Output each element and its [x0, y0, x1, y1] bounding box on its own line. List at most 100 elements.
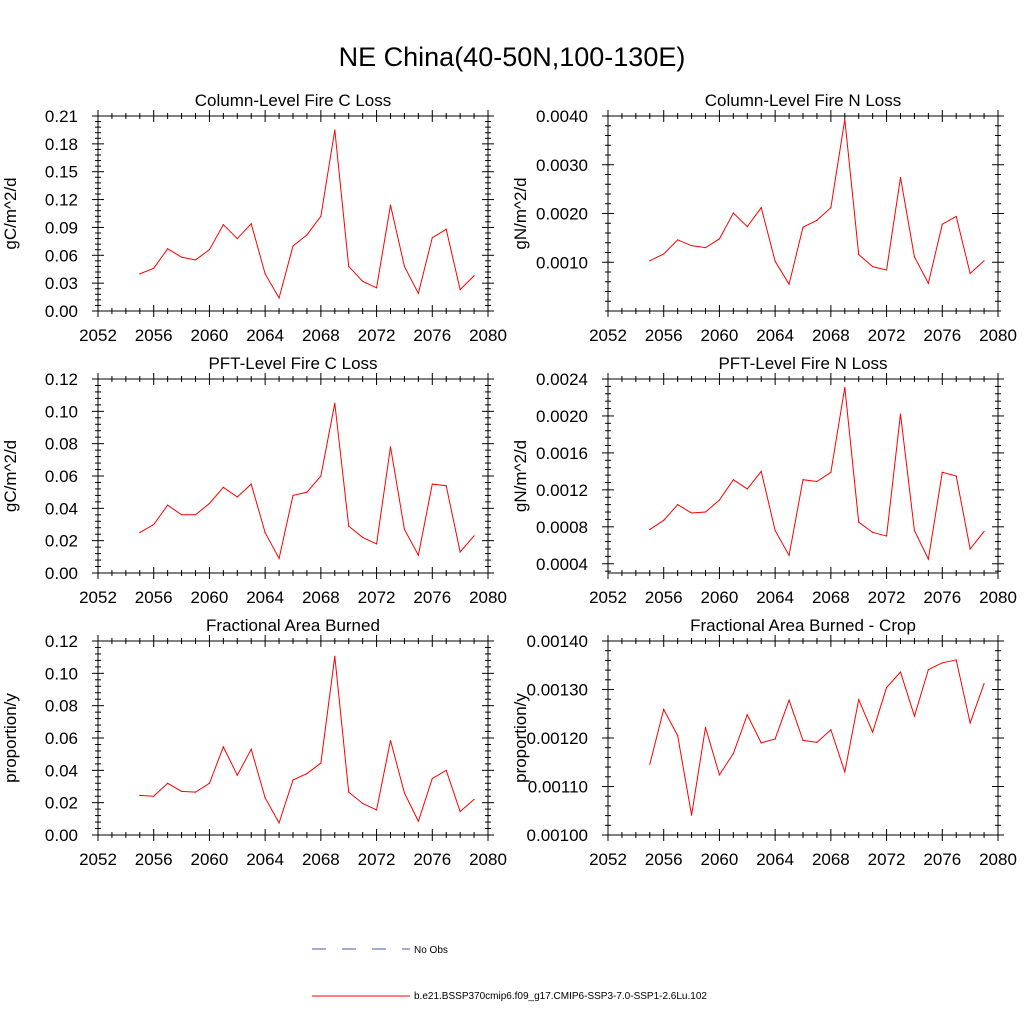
data-point [417, 554, 419, 556]
data-point [153, 267, 155, 269]
data-point [913, 529, 916, 532]
x-tick-label: 2052 [589, 850, 627, 869]
y-tick-label: 0.0012 [536, 481, 588, 500]
x-tick-label: 2072 [868, 850, 906, 869]
data-point [292, 779, 294, 781]
y-axis-label: gN/m^2/d [511, 177, 530, 249]
x-tick-label: 2068 [812, 588, 850, 607]
data-point [222, 224, 224, 226]
data-point [885, 535, 888, 537]
y-tick-label: 0.0004 [536, 555, 588, 574]
panel-title: Fractional Area Burned [206, 616, 380, 635]
data-point [830, 207, 832, 209]
data-point [677, 504, 679, 506]
x-tick-label: 2072 [868, 588, 906, 607]
y-tick-label: 0.00 [45, 826, 78, 845]
data-point [236, 496, 238, 498]
data-point [955, 475, 957, 477]
y-tick-label: 0.0040 [536, 107, 588, 126]
x-tick-label: 2072 [358, 326, 396, 345]
chart-panel-3: 2052 2056 2060 2064 2068 2072 2076 2080 0.00 0.02… [1, 354, 507, 607]
panel-title: PFT-Level Fire C Loss [208, 354, 377, 373]
data-point [320, 762, 322, 764]
data-point [746, 714, 748, 716]
data-point [473, 535, 475, 537]
plot-frame [607, 640, 999, 836]
data-point [844, 386, 846, 388]
data-point [320, 215, 322, 217]
y-tick-label: 0.04 [45, 761, 78, 780]
y-axis-label: gC/m^2/d [1, 440, 20, 512]
data-point [320, 475, 322, 477]
series-line [139, 129, 475, 300]
chart-panel-1: 2052 2056 2060 2064 2068 2072 2076 2080 0.00 0.03… [1, 91, 507, 345]
data-point [788, 283, 790, 285]
data-point [858, 699, 860, 701]
data-point [334, 655, 336, 657]
data-point [718, 774, 721, 776]
data-point [858, 253, 860, 256]
data-point [167, 504, 169, 506]
y-tick-label: 0.00110 [528, 778, 588, 797]
data-point [208, 782, 211, 784]
y-tick-label: 0.0020 [536, 407, 588, 426]
data-point [872, 731, 874, 733]
y-tick-label: 0.03 [45, 274, 78, 293]
y-tick-label: 0.06 [45, 729, 78, 748]
data-point [802, 226, 804, 228]
data-point [802, 739, 804, 742]
series-line [139, 656, 475, 825]
y-tick-label: 0.0008 [536, 518, 588, 537]
x-tick-label: 2068 [302, 588, 340, 607]
data-point [445, 228, 447, 230]
y-tick-label: 0.0030 [536, 156, 588, 175]
data-point [278, 822, 280, 824]
x-tick-label: 2076 [923, 326, 961, 345]
series-line [139, 403, 475, 560]
data-point [389, 739, 392, 742]
data-point [445, 485, 447, 487]
x-tick-label: 2064 [246, 850, 284, 869]
data-point [348, 791, 350, 793]
legend-model-label: b.e21.BSSP370cmip6.f09_g17.CMIP6-SSP3-7.… [414, 991, 707, 1002]
data-point [250, 483, 252, 485]
data-point [417, 292, 419, 294]
data-point [955, 659, 957, 661]
data-point [704, 511, 707, 513]
y-tick-label: 0.09 [45, 218, 78, 237]
y-tick-label: 0.06 [45, 467, 78, 486]
data-point [194, 514, 197, 516]
data-point [704, 247, 707, 249]
x-tick-label: 2072 [358, 588, 396, 607]
y-tick-label: 0.00130 [527, 681, 588, 700]
legend-obs-label: No Obs [414, 945, 448, 956]
data-point [663, 519, 665, 521]
data-point [292, 494, 294, 496]
data-point [139, 273, 141, 275]
series-line [649, 659, 985, 816]
y-axis-label: proportion/y [511, 693, 530, 783]
data-point [983, 683, 985, 685]
data-point [983, 530, 985, 533]
x-tick-label: 2060 [701, 850, 739, 869]
data-point [927, 669, 929, 671]
data-point [194, 791, 197, 793]
data-point [403, 792, 406, 794]
y-tick-label: 0.18 [45, 135, 78, 154]
data-point [969, 272, 971, 275]
data-point [180, 790, 183, 792]
x-tick-label: 2080 [979, 850, 1017, 869]
x-tick-label: 2064 [756, 588, 794, 607]
data-point [802, 479, 804, 481]
data-point [208, 502, 211, 505]
y-axis-label: proportion/y [1, 693, 20, 783]
data-point [389, 446, 392, 448]
x-tick-label: 2060 [191, 588, 229, 607]
y-axis-label: gC/m^2/d [1, 177, 20, 249]
y-tick-label: 0.02 [45, 794, 78, 813]
data-point [250, 223, 252, 225]
x-tick-label: 2076 [413, 326, 451, 345]
y-tick-label: 0.0020 [536, 205, 588, 224]
data-point [718, 238, 721, 240]
data-point [403, 265, 406, 268]
